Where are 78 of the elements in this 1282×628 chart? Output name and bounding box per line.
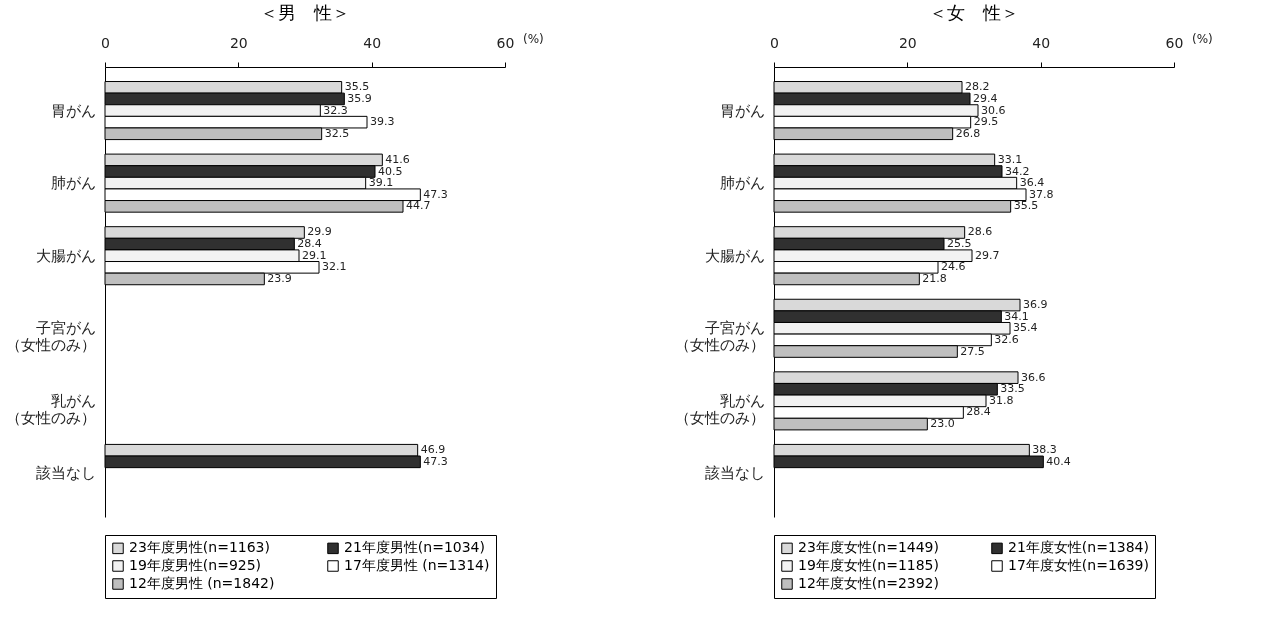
- chart-title: ＜女 性＞: [929, 2, 1019, 23]
- x-axis-title: (%): [523, 32, 544, 46]
- y-tick-label: 乳がん（女性のみ）: [674, 391, 765, 427]
- data-label: 32.1: [322, 260, 347, 274]
- data-label: 23.0: [930, 417, 955, 431]
- data-label: 34.2: [1005, 164, 1030, 178]
- data-label: 28.4: [966, 405, 991, 419]
- data-label: 39.1: [368, 176, 394, 190]
- data-label: 44.7: [406, 199, 431, 213]
- data-label: 37.8: [1029, 187, 1054, 201]
- x-tick-label: 60: [496, 34, 515, 51]
- data-label: 27.5: [960, 344, 985, 358]
- data-label: 47.3: [423, 187, 448, 201]
- data-label: 35.4: [1013, 321, 1038, 335]
- legend-label: 17年度女性(n=1639): [1008, 557, 1149, 573]
- data-label: 33.5: [1000, 382, 1025, 396]
- data-label: 41.6: [385, 152, 410, 166]
- y-tick-label: 肺がん: [50, 174, 96, 193]
- chart-title: ＜男 性＞: [260, 2, 350, 23]
- legend-label: 19年度女性(n=1185): [798, 557, 939, 573]
- data-label: 47.3: [423, 454, 448, 468]
- y-tick-label: 胃がん: [50, 101, 96, 120]
- data-label: 29.4: [973, 91, 998, 105]
- data-label: 28.2: [965, 80, 990, 94]
- legend-label: 23年度女性(n=1449): [798, 539, 939, 556]
- y-tick-label: 該当なし: [35, 464, 96, 483]
- y-tick-label: 大腸がん: [35, 246, 96, 265]
- data-label: 34.1: [1004, 309, 1029, 323]
- data-label: 28.4: [297, 237, 322, 251]
- data-label: 28.6: [967, 225, 993, 239]
- data-label: 31.8: [989, 393, 1014, 407]
- data-label: 35.5: [344, 80, 370, 94]
- y-tick-label: 胃がん: [719, 101, 765, 120]
- data-label: 38.3: [1032, 443, 1057, 457]
- x-tick-label: 40: [1032, 34, 1051, 51]
- y-tick-label: 乳がん（女性のみ）: [5, 391, 96, 427]
- data-label: 35.5: [1013, 199, 1039, 213]
- data-label: 21.8: [922, 271, 947, 285]
- data-label: 29.5: [973, 115, 999, 129]
- data-label: 46.9: [420, 443, 446, 457]
- legend-label: 12年度女性(n=2392): [798, 575, 939, 591]
- data-label: 40.5: [378, 164, 403, 178]
- data-label: 24.6: [941, 260, 966, 274]
- data-label: 29.9: [307, 225, 332, 239]
- data-label: 36.4: [1019, 176, 1045, 190]
- data-label: 25.5: [947, 237, 972, 251]
- data-label: 36.6: [1021, 370, 1046, 384]
- x-axis-title: (%): [1192, 32, 1213, 46]
- data-label: 29.1: [302, 248, 327, 262]
- x-tick-label: 0: [770, 34, 779, 51]
- legend-label: 17年度男性 (n=1314): [344, 557, 490, 573]
- data-label: 39.3: [370, 115, 395, 129]
- data-label: 32.6: [994, 332, 1019, 346]
- x-tick-label: 0: [101, 34, 110, 51]
- legend-label: 23年度男性(n=1163): [129, 539, 270, 556]
- data-label: 35.9: [347, 91, 372, 105]
- x-tick-label: 20: [898, 34, 917, 51]
- legend-label: 21年度男性(n=1034): [344, 539, 485, 556]
- y-tick-label: 肺がん: [719, 174, 765, 193]
- data-label: 36.9: [1023, 298, 1048, 312]
- y-tick-label: 子宮がん（女性のみ）: [674, 319, 765, 355]
- y-tick-label: 子宮がん（女性のみ）: [5, 319, 96, 355]
- y-tick-label: 該当なし: [704, 464, 765, 483]
- data-label: 33.1: [997, 152, 1023, 166]
- data-label: 23.9: [267, 271, 292, 285]
- data-label: 40.4: [1046, 454, 1071, 468]
- data-label: 32.5: [324, 126, 350, 140]
- legend-label: 21年度女性(n=1384): [1008, 539, 1149, 556]
- x-tick-label: 20: [229, 34, 248, 51]
- x-tick-label: 60: [1165, 34, 1184, 51]
- x-tick-label: 40: [363, 34, 382, 51]
- data-label: 30.6: [981, 103, 1006, 117]
- data-label: 29.7: [975, 248, 1000, 262]
- y-tick-label: 大腸がん: [704, 246, 765, 265]
- data-label: 26.8: [955, 126, 981, 140]
- legend-label: 12年度男性 (n=1842): [129, 575, 275, 591]
- legend-label: 19年度男性(n=925): [129, 557, 262, 573]
- data-label: 32.3: [323, 103, 348, 117]
